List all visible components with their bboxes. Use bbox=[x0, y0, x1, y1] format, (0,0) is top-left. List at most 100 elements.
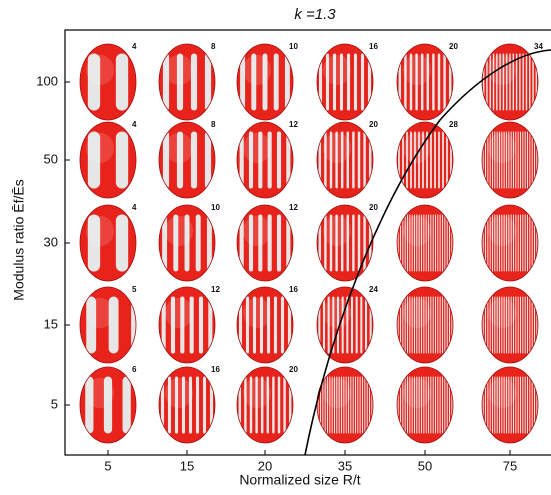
stripe bbox=[323, 297, 325, 354]
ellipsoid bbox=[397, 367, 453, 443]
stripe bbox=[522, 297, 523, 354]
stripe bbox=[357, 377, 358, 434]
stripe bbox=[430, 297, 431, 354]
cell-label: 16 bbox=[369, 42, 378, 51]
x-tick-label: 5 bbox=[104, 458, 111, 473]
stripe bbox=[116, 54, 128, 111]
cell-label: 20 bbox=[289, 365, 298, 374]
cell-label: 34 bbox=[534, 42, 543, 51]
stripe bbox=[440, 297, 441, 354]
stripe bbox=[518, 215, 519, 272]
stripe bbox=[272, 377, 274, 434]
stripe bbox=[527, 377, 528, 434]
ellipsoid bbox=[397, 205, 453, 281]
stripe bbox=[353, 377, 354, 434]
stripe bbox=[371, 377, 372, 434]
stripe bbox=[451, 297, 452, 354]
stripe bbox=[283, 377, 285, 434]
ellipsoid-shade bbox=[86, 298, 114, 328]
stripe bbox=[368, 54, 371, 111]
stripe bbox=[398, 297, 399, 354]
ellipsoid: 20 bbox=[317, 203, 378, 281]
stripe bbox=[239, 297, 242, 354]
ellipsoid: 24 bbox=[317, 285, 378, 363]
stripe bbox=[191, 132, 197, 189]
stripe bbox=[516, 54, 517, 111]
stripe bbox=[515, 215, 516, 272]
x-tick-label: 75 bbox=[503, 458, 517, 473]
ellipsoid-shade bbox=[488, 298, 516, 328]
stripe bbox=[529, 215, 530, 272]
stripe bbox=[205, 132, 211, 189]
ellipsoid: 20 bbox=[237, 365, 298, 443]
stripe bbox=[444, 215, 445, 272]
ellipsoid: 16 bbox=[237, 285, 298, 363]
ellipsoid-shade bbox=[243, 298, 271, 328]
stripe bbox=[536, 132, 537, 189]
y-tick-label: 5 bbox=[51, 396, 58, 411]
stripe bbox=[444, 377, 445, 434]
stripe bbox=[286, 215, 290, 272]
stripe bbox=[398, 377, 399, 434]
stripe bbox=[440, 215, 441, 272]
stripe bbox=[520, 215, 521, 272]
stripe bbox=[451, 215, 452, 272]
stripe bbox=[515, 132, 516, 189]
cell-label: 20 bbox=[449, 42, 458, 51]
stripe bbox=[443, 54, 445, 111]
y-tick-label: 100 bbox=[36, 73, 58, 88]
stripe bbox=[274, 54, 279, 111]
ellipsoid bbox=[317, 367, 373, 443]
stripe bbox=[437, 297, 438, 354]
stripe bbox=[358, 132, 360, 189]
stripe bbox=[161, 377, 164, 434]
stripe bbox=[240, 215, 244, 272]
cell-label: 6 bbox=[132, 365, 137, 374]
stripe bbox=[532, 215, 533, 272]
ellipsoid-shade bbox=[323, 55, 351, 85]
ellipsoid: 12 bbox=[159, 285, 220, 363]
stripe bbox=[240, 132, 244, 189]
stripe bbox=[319, 54, 322, 111]
stripe bbox=[116, 215, 128, 272]
stripe bbox=[123, 377, 131, 434]
y-tick-label: 15 bbox=[44, 316, 58, 331]
ellipsoid-shade bbox=[165, 216, 193, 246]
stripe bbox=[277, 215, 281, 272]
ellipsoid bbox=[397, 287, 453, 363]
stripe bbox=[367, 377, 368, 434]
chart: k =1.3 Normalized size R/t Modulus ratio… bbox=[0, 0, 551, 495]
cell-label: 4 bbox=[132, 120, 137, 129]
stripe bbox=[398, 215, 399, 272]
cell-label: 20 bbox=[369, 203, 378, 212]
stripe bbox=[350, 377, 351, 434]
stripe bbox=[518, 377, 519, 434]
stripe bbox=[487, 215, 488, 272]
stripe bbox=[351, 297, 353, 354]
stripe bbox=[483, 215, 484, 272]
x-tick-label: 50 bbox=[418, 458, 432, 473]
ellipsoid-shade bbox=[243, 378, 271, 408]
stripe bbox=[370, 297, 372, 354]
ellipsoid-shade bbox=[323, 216, 351, 246]
stripe bbox=[363, 215, 365, 272]
ellipsoid-shade bbox=[165, 378, 193, 408]
stripe bbox=[522, 132, 523, 189]
stripe bbox=[358, 215, 360, 272]
stripe bbox=[162, 297, 166, 354]
stripe bbox=[432, 54, 434, 111]
y-tick-label: 30 bbox=[44, 234, 58, 249]
stripe bbox=[442, 215, 443, 272]
stripe bbox=[532, 297, 533, 354]
stripe bbox=[519, 54, 520, 111]
stripe bbox=[434, 132, 436, 189]
ellipsoid bbox=[482, 367, 538, 443]
stripe bbox=[483, 132, 484, 189]
stripe bbox=[435, 297, 436, 354]
cell-label: 12 bbox=[289, 203, 298, 212]
stripe bbox=[447, 297, 448, 354]
stripe bbox=[442, 297, 443, 354]
ellipsoid: 12 bbox=[237, 203, 298, 281]
stripe bbox=[116, 132, 128, 189]
ellipsoid-shade bbox=[86, 55, 114, 85]
